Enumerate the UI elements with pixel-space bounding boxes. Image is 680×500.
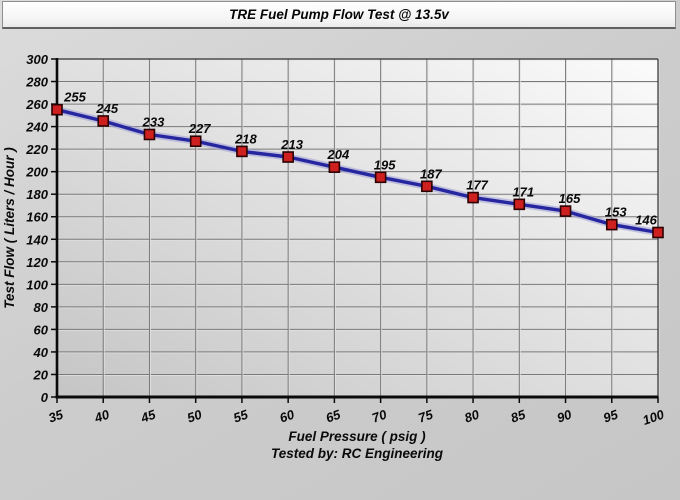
y-tick-label: 60 [34, 322, 49, 337]
data-labels: 255 245 233 227 218 213 204 195 187 177 171 165 153 1… [63, 90, 657, 228]
data-point-marker [374, 171, 387, 184]
y-tick-label: 180 [26, 187, 48, 202]
y-tick-label: 220 [25, 142, 48, 157]
y-tick-label: 80 [34, 300, 49, 315]
data-point-label: 255 [63, 90, 86, 105]
data-point-label: 245 [95, 101, 118, 116]
data-point-label: 153 [605, 205, 627, 220]
x-tick-label: 75 [416, 406, 435, 425]
data-point-label: 195 [374, 157, 396, 172]
x-axis-title: Fuel Pressure ( psig ) [288, 429, 426, 444]
x-tick-label: 60 [278, 406, 297, 425]
data-point-marker [236, 145, 248, 158]
y-tick-label: 200 [25, 165, 48, 180]
tick-labels: 0 20 40 60 80 100 120 140 160 180 200 220 240 260 280 3… [25, 52, 666, 428]
data-point-label: 204 [327, 147, 350, 162]
flow-line [55, 107, 660, 235]
y-tick-label: 300 [26, 52, 48, 67]
y-tick-label: 40 [33, 345, 49, 360]
x-tick-label: 70 [370, 406, 389, 425]
x-tick-label: 90 [555, 406, 574, 425]
y-tick-label: 240 [25, 120, 48, 135]
y-axis-title: Test Flow ( Liters / Hour ) [2, 147, 17, 309]
x-tick-label: 50 [185, 406, 204, 425]
x-tick-label: 45 [138, 406, 158, 425]
data-point-marker [652, 226, 664, 239]
y-tick-label: 280 [25, 75, 48, 90]
x-tick-label: 80 [463, 406, 482, 425]
y-tick-label: 0 [41, 390, 49, 405]
x-tick-label: 35 [46, 406, 65, 425]
data-point-marker [282, 151, 294, 163]
y-tick-label: 160 [26, 210, 48, 225]
data-point-label: 146 [635, 213, 657, 228]
x-tick-label: 95 [601, 406, 620, 425]
data-point-marker [189, 135, 202, 148]
plot-background [57, 59, 658, 397]
y-tick-label: 260 [25, 97, 48, 112]
data-point-label: 177 [466, 178, 488, 193]
data-point-marker [51, 103, 63, 116]
x-tick-label: 55 [231, 406, 250, 425]
data-point-label: 171 [512, 184, 534, 199]
data-point-marker [328, 161, 341, 173]
data-point-marker [97, 115, 110, 127]
data-point-label: 213 [280, 137, 303, 152]
data-point-label: 187 [420, 166, 442, 181]
data-point-label: 165 [559, 191, 581, 206]
x-tick-label: 40 [92, 406, 112, 425]
x-tick-label: 65 [324, 406, 343, 425]
data-point-marker [559, 205, 572, 217]
data-point-marker [143, 128, 156, 141]
y-tick-label: 20 [33, 367, 49, 382]
y-tick-label: 100 [26, 277, 48, 292]
data-point-label: 218 [234, 131, 257, 146]
tested-by-label: Tested by: RC Engineering [271, 446, 444, 461]
flow-line-series [51, 103, 664, 239]
data-point-marker [421, 180, 433, 193]
x-tick-label: 100 [641, 406, 667, 427]
data-point-marker [513, 198, 526, 211]
data-point-label: 227 [188, 121, 211, 136]
chart-title: TRE Fuel Pump Flow Test @ 13.5v [2, 1, 676, 29]
data-point-marker [605, 218, 618, 231]
data-point-label: 233 [142, 114, 165, 129]
x-tick-label: 85 [509, 406, 528, 425]
plot-area [57, 59, 658, 397]
y-tick-label: 120 [26, 255, 48, 270]
y-tick-label: 140 [26, 232, 48, 247]
data-point-marker [467, 191, 479, 204]
